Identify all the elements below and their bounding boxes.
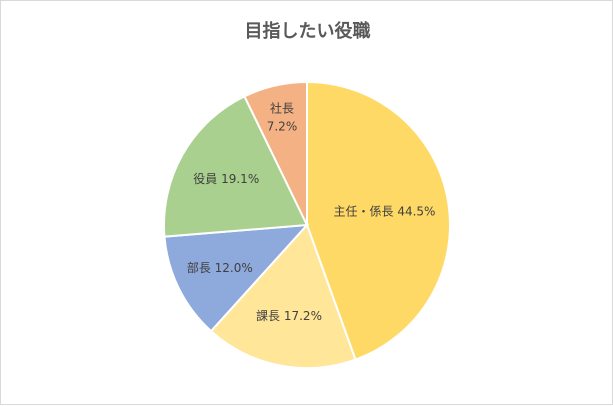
slice-data-label: 役員 19.1% <box>193 171 259 186</box>
pie-slice <box>243 80 308 226</box>
pie-slice <box>209 223 357 369</box>
slice-data-label: 課長 17.2% <box>256 308 322 323</box>
slice-data-label: 社長 7.2% <box>267 100 298 133</box>
pie-slice <box>163 95 309 238</box>
chart-title: 目指したい役職 <box>244 21 371 42</box>
pie-slice <box>163 223 310 333</box>
pie-slice <box>306 80 451 361</box>
slice-data-label: 主任・係長 44.5% <box>334 204 436 218</box>
slice-data-label: 部長 12.0% <box>187 260 253 275</box>
